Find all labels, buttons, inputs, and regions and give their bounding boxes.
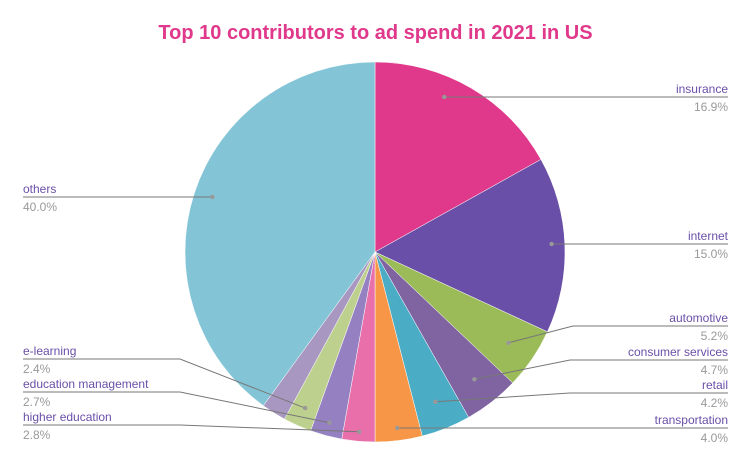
- leader-line: [23, 424, 360, 433]
- leader-dot: [327, 420, 332, 425]
- slice-value-label: 5.2%: [701, 329, 729, 343]
- slice-label: insurance: [676, 82, 728, 96]
- slice-label: transportation: [655, 413, 728, 427]
- leader-dot: [394, 425, 400, 431]
- leader-line: [508, 325, 728, 344]
- slice-label: higher education: [23, 410, 112, 424]
- slice-label: e-learning: [23, 344, 76, 358]
- leader-line: [23, 391, 330, 424]
- slice-value-label: 2.7%: [23, 395, 51, 409]
- pie-slice-insurance: [374, 61, 542, 253]
- slice-label: automotive: [669, 311, 728, 325]
- slice-label: others: [23, 182, 56, 196]
- leader-dot: [210, 194, 215, 200]
- leader-dot: [472, 377, 477, 382]
- slice-label: internet: [688, 229, 729, 243]
- slice-value-label: 15.0%: [694, 247, 728, 261]
- chart-title: Top 10 contributors to ad spend in 2021 …: [158, 22, 593, 44]
- pie-slice-internet: [374, 159, 566, 333]
- leader-dot: [506, 340, 511, 345]
- leader-line: [435, 392, 728, 403]
- slice-value-label: 4.7%: [701, 363, 729, 377]
- slice-value-label: 16.9%: [694, 100, 728, 114]
- leader-dot: [356, 429, 362, 435]
- leader-dot: [442, 94, 447, 100]
- slice-label: consumer services: [628, 345, 728, 359]
- slice-value-label: 4.2%: [701, 396, 729, 410]
- slice-value-label: 4.0%: [701, 431, 729, 445]
- leader-dot: [549, 241, 554, 247]
- leader-dot: [302, 405, 308, 411]
- slice-value-label: 2.8%: [23, 428, 51, 442]
- slice-value-label: 40.0%: [23, 200, 57, 214]
- slice-label: education management: [23, 377, 149, 391]
- leader-line: [23, 358, 306, 409]
- leader-line: [474, 359, 728, 380]
- pie-slice-others: [184, 61, 376, 407]
- slice-label: retail: [702, 378, 728, 392]
- slice-value-label: 2.4%: [23, 362, 51, 376]
- leader-dot: [433, 399, 438, 404]
